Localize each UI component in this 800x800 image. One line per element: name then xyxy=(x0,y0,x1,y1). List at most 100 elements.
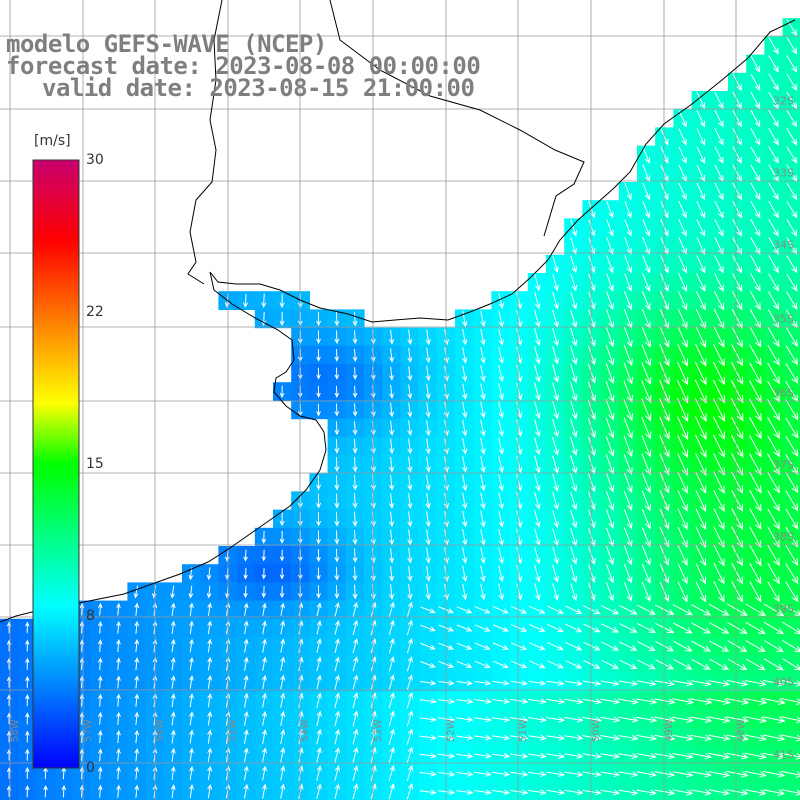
wind-arrow xyxy=(690,789,712,796)
wind-arrow xyxy=(768,55,779,73)
wind-arrow xyxy=(605,436,615,457)
wind-arrow xyxy=(582,752,602,759)
wind-arrow xyxy=(352,783,359,800)
colorbar-tick: 22 xyxy=(86,304,104,320)
wind-arrow xyxy=(455,716,474,723)
wind-arrow xyxy=(261,674,267,690)
wind-arrow xyxy=(732,219,742,237)
wind-arrow xyxy=(623,435,633,458)
wind-arrow xyxy=(480,547,486,564)
wind-arrow xyxy=(732,73,742,92)
wind-arrow xyxy=(534,492,541,510)
wind-arrow xyxy=(637,659,656,670)
wind-arrow xyxy=(786,18,798,37)
wind-arrow xyxy=(547,623,564,633)
wind-arrow xyxy=(480,365,486,383)
wind-arrow xyxy=(570,436,578,456)
wind-arrow xyxy=(529,660,546,669)
wind-arrow xyxy=(637,622,656,633)
wind-arrow xyxy=(582,680,602,686)
wind-arrow xyxy=(708,716,731,724)
wind-arrow xyxy=(461,492,468,510)
wind-arrow xyxy=(280,656,286,672)
wind-arrow xyxy=(768,146,779,164)
wind-arrow xyxy=(334,585,340,600)
wind-arrow xyxy=(116,748,121,762)
wind-arrow xyxy=(624,291,633,311)
wind-arrow xyxy=(726,680,749,687)
wind-arrow xyxy=(316,403,321,417)
wind-arrow xyxy=(587,418,596,439)
wind-arrow xyxy=(388,619,395,636)
wind-arrow xyxy=(749,362,762,385)
wind-arrow xyxy=(624,273,633,292)
wind-arrow xyxy=(762,698,786,706)
wind-arrow xyxy=(730,416,744,440)
wind-arrow xyxy=(97,693,103,707)
wind-arrow xyxy=(407,511,413,528)
wind-arrow xyxy=(261,710,267,726)
wind-arrow xyxy=(732,255,743,274)
wind-arrow xyxy=(352,765,359,781)
wind-arrow xyxy=(731,308,743,330)
wind-arrow xyxy=(624,219,632,237)
wind-arrow xyxy=(605,345,615,366)
wind-arrow xyxy=(732,91,742,110)
wind-arrow xyxy=(97,657,103,671)
wind-arrow xyxy=(588,546,596,565)
wind-arrow xyxy=(280,692,286,708)
wind-arrow xyxy=(491,716,511,723)
wind-arrow xyxy=(749,526,762,549)
wind-arrow xyxy=(713,290,725,311)
wind-arrow xyxy=(498,292,504,310)
wind-arrow xyxy=(676,379,689,404)
wind-arrow xyxy=(748,416,762,440)
wind-arrow xyxy=(600,752,621,759)
wind-arrow xyxy=(636,789,657,796)
wind-arrow xyxy=(316,493,322,509)
wind-arrow xyxy=(170,747,176,762)
wind-arrow xyxy=(677,326,688,348)
wind-arrow xyxy=(334,548,340,563)
wind-arrow xyxy=(636,698,658,705)
wind-arrow xyxy=(456,606,473,614)
wind-arrow xyxy=(406,656,413,672)
wind-arrow xyxy=(636,752,657,760)
wind-arrow xyxy=(600,771,621,778)
border-line xyxy=(187,0,223,285)
wind-arrow xyxy=(745,621,766,635)
wind-arrow xyxy=(677,290,688,311)
wind-arrow xyxy=(780,752,800,760)
wind-arrow xyxy=(564,716,584,723)
wind-arrow xyxy=(547,605,564,614)
wind-arrow xyxy=(695,544,706,567)
wind-arrow xyxy=(768,237,779,256)
wind-arrow xyxy=(732,200,742,219)
wind-arrow xyxy=(677,508,688,530)
wind-arrow xyxy=(388,656,395,672)
wind-arrow xyxy=(534,382,541,401)
wind-arrow xyxy=(749,326,762,348)
wind-arrow xyxy=(588,255,596,274)
wind-arrow xyxy=(588,491,596,511)
wind-arrow xyxy=(352,403,358,417)
wind-arrow xyxy=(352,692,359,709)
wind-arrow xyxy=(189,638,194,653)
wind-arrow xyxy=(261,568,267,580)
wind-arrow xyxy=(207,602,212,616)
wind-arrow xyxy=(491,789,511,796)
wind-arrow xyxy=(116,711,121,725)
wind-arrow xyxy=(750,55,761,73)
wind-arrow xyxy=(785,581,799,603)
wind-arrow xyxy=(677,453,688,476)
wind-arrow xyxy=(713,489,725,512)
wind-arrow xyxy=(606,219,614,237)
wind-arrow xyxy=(189,675,194,689)
wind-arrow xyxy=(261,765,267,781)
wind-arrow xyxy=(786,55,798,73)
wind-arrow xyxy=(134,729,140,744)
wind-arrow xyxy=(570,363,578,384)
wind-arrow xyxy=(491,752,511,759)
wind-arrow xyxy=(334,311,340,327)
wind-arrow xyxy=(334,638,340,654)
